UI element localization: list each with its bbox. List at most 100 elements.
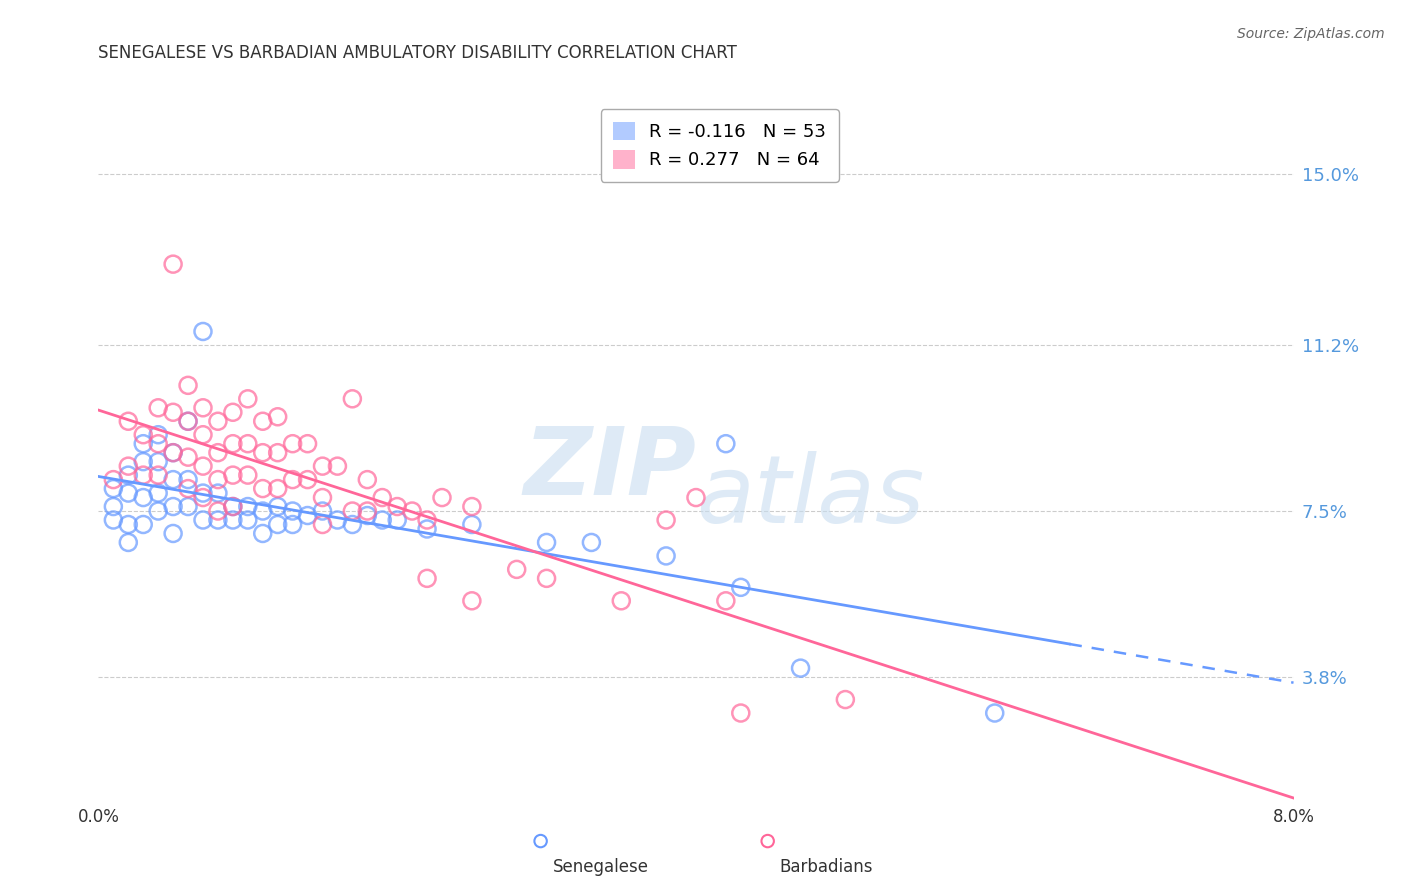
Point: [177, 378, 200, 392]
Point: [610, 594, 633, 608]
Point: [148, 486, 170, 500]
Text: SENEGALESE VS BARBADIAN AMBULATORY DISABILITY CORRELATION CHART: SENEGALESE VS BARBADIAN AMBULATORY DISAB…: [98, 45, 737, 62]
Point: [177, 482, 200, 496]
Point: [297, 473, 319, 487]
Point: [132, 517, 155, 532]
Point: [236, 468, 259, 483]
Point: [117, 535, 139, 549]
Point: [311, 459, 333, 474]
Point: [536, 571, 558, 585]
Text: ZIP: ZIP: [523, 423, 696, 515]
Point: [177, 450, 200, 465]
Point: [222, 500, 245, 514]
Point: [162, 445, 184, 459]
Point: [103, 482, 125, 496]
Point: [356, 508, 378, 523]
Point: [267, 500, 290, 514]
Point: [162, 526, 184, 541]
Text: Senegalese: Senegalese: [553, 858, 648, 877]
Point: [236, 513, 259, 527]
Point: [132, 491, 155, 505]
Point: [416, 513, 439, 527]
Point: [371, 513, 394, 527]
Point: [117, 414, 139, 428]
Point: [730, 580, 752, 594]
Point: [103, 473, 125, 487]
Point: [297, 508, 319, 523]
Point: [685, 491, 707, 505]
Point: [252, 526, 274, 541]
Point: [416, 571, 439, 585]
Point: [222, 513, 245, 527]
Point: [385, 513, 409, 527]
Point: [222, 436, 245, 450]
Point: [117, 517, 139, 532]
Point: [117, 468, 139, 483]
Point: [177, 500, 200, 514]
Point: [342, 504, 364, 518]
Point: [148, 455, 170, 469]
Point: [236, 500, 259, 514]
Point: [983, 706, 1005, 720]
Point: [207, 473, 229, 487]
Point: [311, 517, 333, 532]
Text: Barbadians: Barbadians: [779, 858, 873, 877]
Point: [356, 504, 378, 518]
Point: [834, 692, 856, 706]
Point: [714, 436, 737, 450]
Point: [267, 482, 290, 496]
Point: [281, 473, 304, 487]
Point: [162, 500, 184, 514]
Point: [342, 392, 364, 406]
Point: [207, 504, 229, 518]
Point: [461, 500, 484, 514]
Legend: R = -0.116   N = 53, R = 0.277   N = 64: R = -0.116 N = 53, R = 0.277 N = 64: [600, 109, 839, 182]
Point: [581, 535, 603, 549]
Point: [191, 491, 214, 505]
Point: [311, 504, 333, 518]
Point: [371, 491, 394, 505]
Point: [236, 436, 259, 450]
Point: [311, 491, 333, 505]
Point: [281, 436, 304, 450]
Point: [148, 468, 170, 483]
Point: [730, 706, 752, 720]
Point: [162, 257, 184, 271]
Point: [267, 409, 290, 424]
Point: [416, 522, 439, 536]
Point: [267, 445, 290, 459]
Point: [207, 445, 229, 459]
Point: [148, 427, 170, 442]
Point: [148, 401, 170, 415]
Text: Source: ZipAtlas.com: Source: ZipAtlas.com: [1237, 27, 1385, 41]
Point: [655, 513, 678, 527]
Point: [655, 549, 678, 563]
Point: [222, 468, 245, 483]
Point: [162, 405, 184, 419]
Point: [281, 517, 304, 532]
Point: [536, 535, 558, 549]
Point: [281, 504, 304, 518]
Point: [191, 459, 214, 474]
Point: [162, 445, 184, 459]
Point: [132, 427, 155, 442]
Point: [162, 473, 184, 487]
Text: atlas: atlas: [696, 451, 924, 542]
Point: [177, 473, 200, 487]
Point: [267, 517, 290, 532]
Point: [132, 436, 155, 450]
Point: [207, 486, 229, 500]
Point: [103, 513, 125, 527]
Point: [148, 504, 170, 518]
Point: [342, 517, 364, 532]
Point: [252, 504, 274, 518]
Point: [177, 414, 200, 428]
Point: [103, 500, 125, 514]
Point: [326, 459, 349, 474]
Point: [117, 486, 139, 500]
Point: [191, 325, 214, 339]
Point: [252, 482, 274, 496]
Point: [461, 594, 484, 608]
Point: [252, 445, 274, 459]
Point: [132, 468, 155, 483]
